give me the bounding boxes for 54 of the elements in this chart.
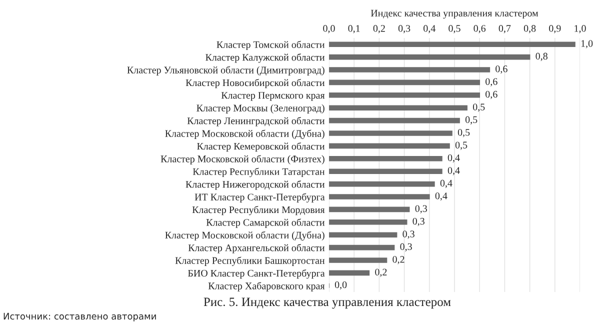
data-label: 0,3	[400, 243, 412, 252]
data-label: 0,5	[455, 142, 468, 150]
y-tick-label: Кластер Республики Башкортостан	[175, 256, 325, 266]
x-tick-label: 0,6	[474, 25, 486, 34]
data-label: 0,5	[465, 116, 478, 124]
data-label: 0,4	[448, 154, 460, 163]
x-tick-label: 0,7	[498, 25, 511, 34]
x-tick-label: 0,5	[448, 25, 460, 34]
x-tick-label: 0,0	[323, 25, 335, 34]
y-tick-label: БИО Кластер Санкт-Петербурга	[188, 269, 325, 279]
data-label: 0,2	[375, 268, 387, 277]
y-tick-label: Кластер Самарской области	[206, 218, 325, 228]
data-label: 0,2	[392, 256, 404, 264]
data-label: 0,3	[412, 218, 424, 226]
data-label: 0,4	[448, 167, 460, 176]
y-tick-label: ИТ Кластер Санкт-Петербурга	[194, 193, 325, 202]
y-tick-label: Кластер Калужской области	[206, 53, 325, 63]
data-label: 0,0	[334, 281, 347, 290]
data-label: 0,6	[486, 78, 498, 86]
text: Источник: составлено авторами	[4, 312, 156, 322]
data-label: 0,4	[440, 180, 452, 188]
y-tick-label: Кластер Хабаровского края	[208, 282, 325, 292]
y-tick-label: Кластер Томской области	[216, 40, 325, 50]
y-tick-label: Кластер Москвы (Зеленоград)	[196, 104, 324, 114]
y-tick-label: Кластер Московской области (Дубна)	[165, 130, 324, 139]
y-tick-label: Кластер Республики Мордовия	[192, 206, 325, 216]
x-tick-label: 0,1	[348, 25, 360, 34]
y-tick-label: Кластер Республики Татарстан	[192, 168, 325, 178]
data-label: 1,0	[581, 40, 593, 48]
data-label: 0,4	[435, 192, 448, 201]
y-tick-label: Кластер Архангельской области	[188, 244, 325, 254]
x-tick-label: 0,8	[524, 25, 536, 34]
y-tick-label: Кластер Пермского края	[221, 92, 325, 101]
data-label: 0,6	[486, 90, 498, 100]
data-label: 0,3	[402, 230, 414, 239]
text: Рис. 5. Индекс качества управления кластером	[204, 298, 451, 309]
x-tick-label: 0,4	[424, 25, 436, 34]
x-axis-title: Индекс качества управления кластером	[370, 10, 538, 19]
y-tick-label: Кластер Новосибирской области	[186, 78, 325, 88]
data-label: 0,8	[536, 52, 548, 61]
y-tick-label: Кластер Ленинградской области	[187, 116, 325, 126]
x-tick-label: 0,3	[398, 25, 410, 34]
data-label: 0,3	[415, 205, 427, 214]
y-tick-label: Кластер Ульяновской области (Димитровград)	[127, 66, 324, 76]
data-label: 0,6	[496, 66, 508, 74]
y-tick-label: Кластер Кемеровской области	[197, 142, 325, 152]
y-tick-label: Кластер Московской области (Физтех)	[160, 155, 324, 164]
data-label: 0,5	[458, 129, 470, 138]
y-tick-label: Кластер Московской области (Дубна)	[165, 231, 324, 241]
x-tick-label: 0,9	[549, 25, 561, 34]
x-tick-label: 0,2	[373, 25, 385, 34]
y-tick-label: Кластер Нижегородской области	[186, 180, 325, 190]
x-tick-label: 1,0	[574, 25, 586, 34]
data-label: 0,5	[472, 104, 485, 112]
